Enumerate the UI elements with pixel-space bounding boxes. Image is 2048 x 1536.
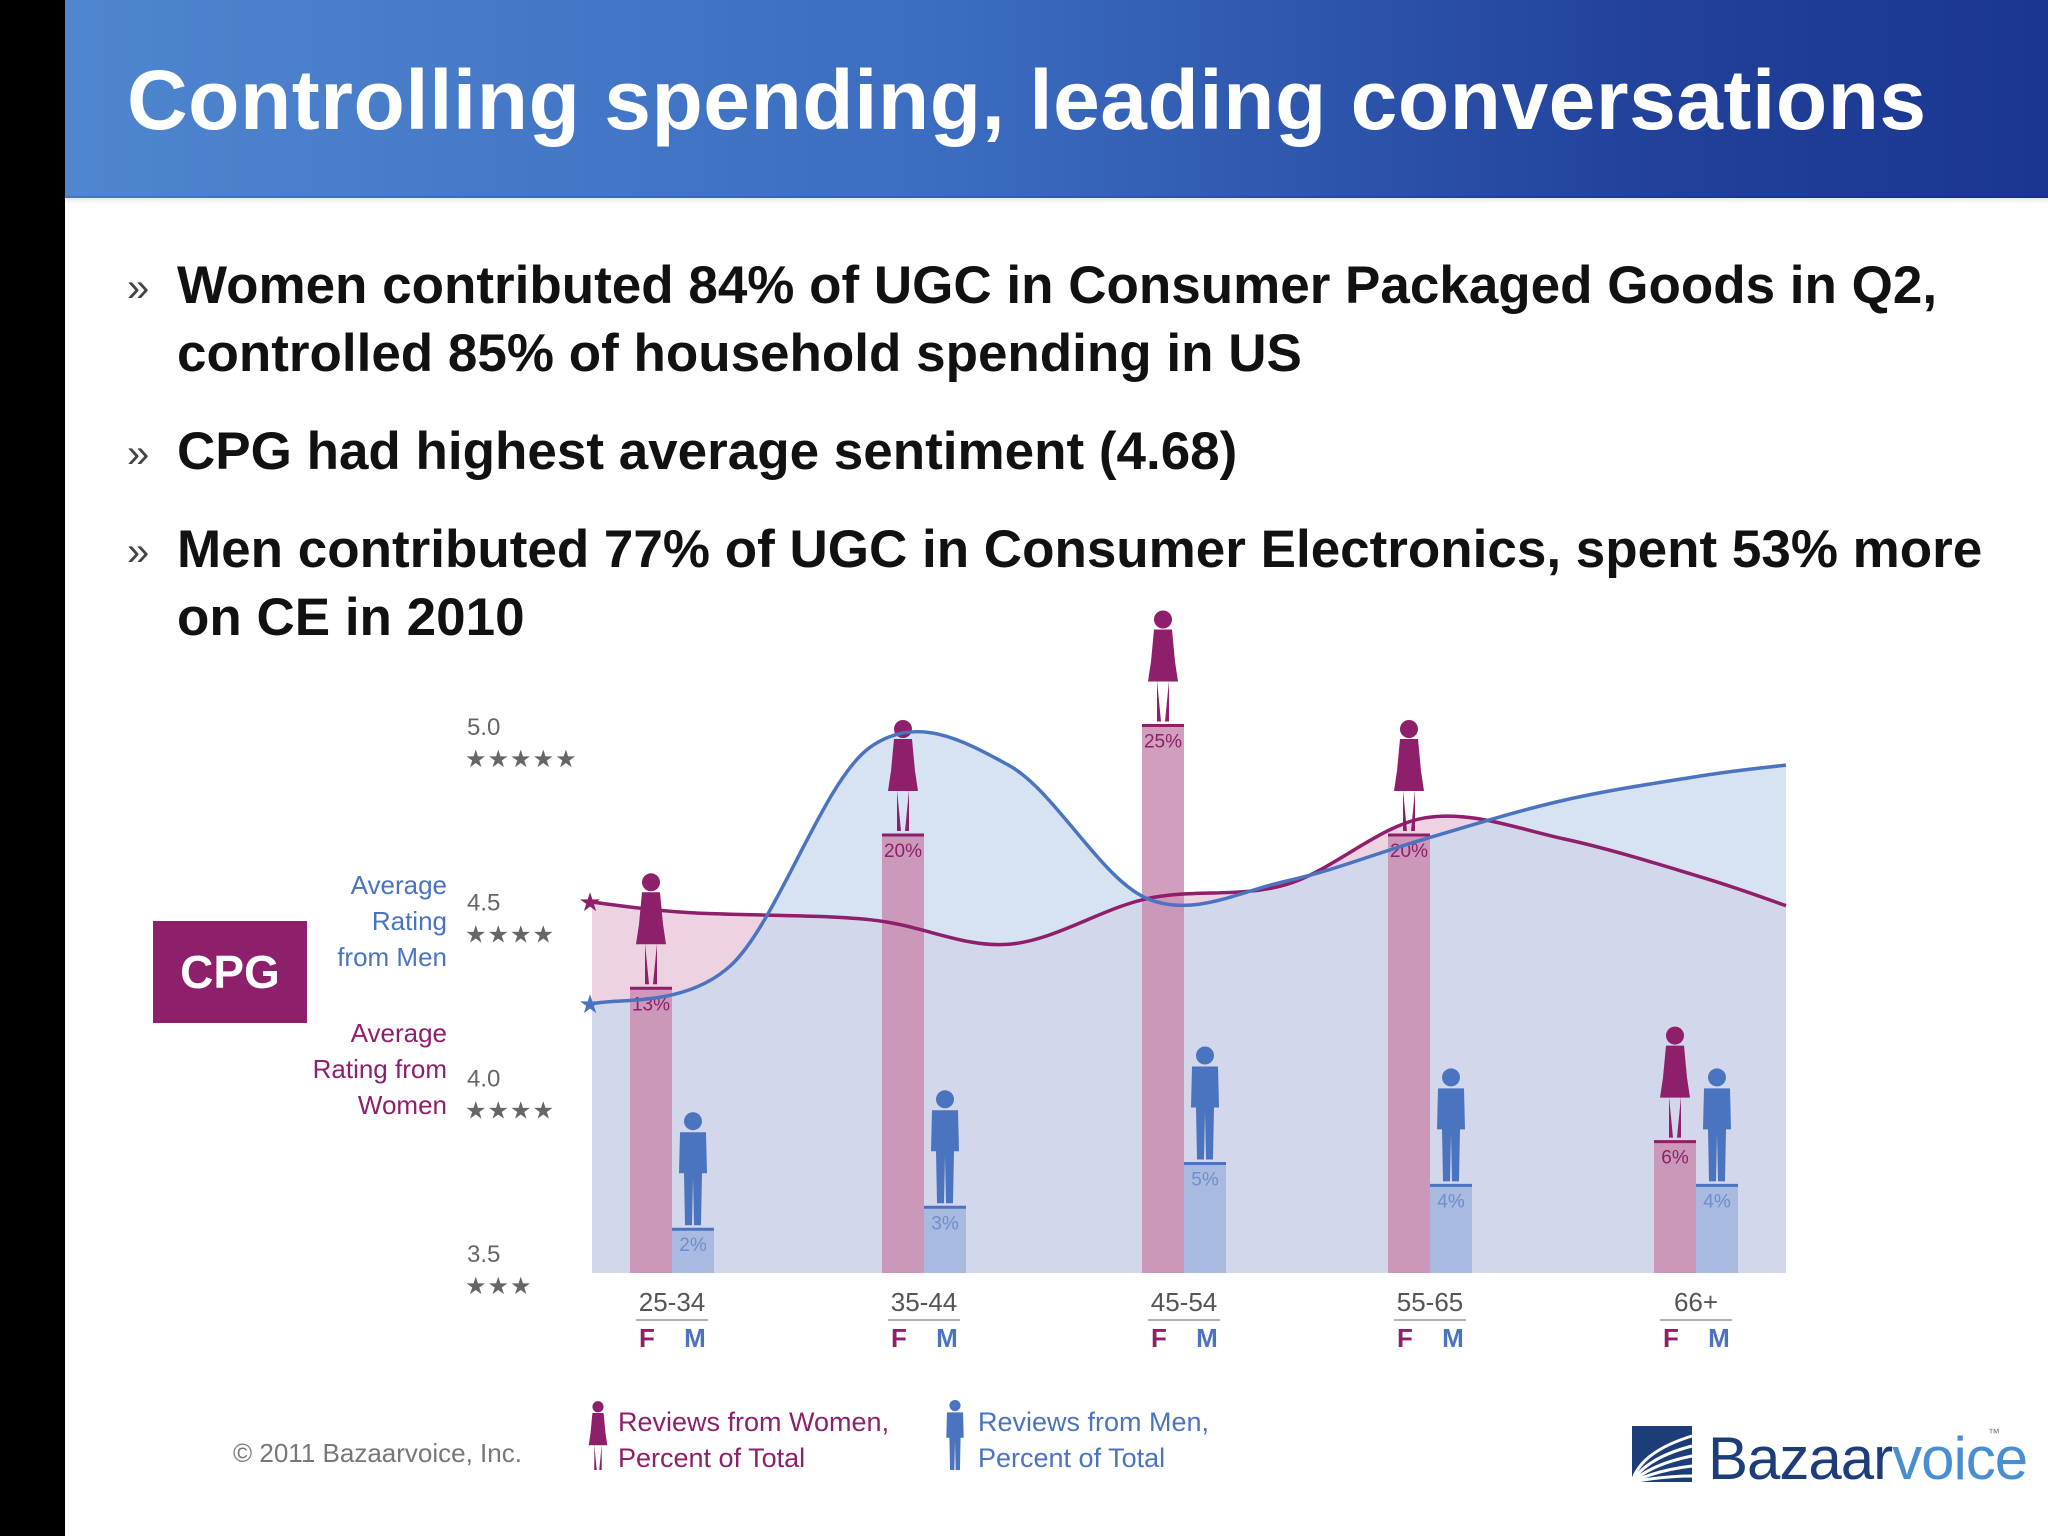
women-series-label: Rating from <box>313 1054 447 1084</box>
women-rating-line <box>591 814 1787 947</box>
y-tick-stars: ★★★★ <box>465 921 555 949</box>
female-axis-label: F <box>891 1323 907 1353</box>
women-review-bar <box>630 988 672 1273</box>
women-review-bar <box>1142 725 1184 1273</box>
legend-women-label: Percent of Total <box>618 1443 805 1473</box>
male-axis-label: M <box>684 1323 706 1353</box>
copyright: © 2011 Bazaarvoice, Inc. <box>233 1438 522 1468</box>
rating-area-chart: 13%20%25%20%6%2%3%5%4% 4%★★5.0★★★★★4.5★★★… <box>313 610 1787 1473</box>
logo-part2: voice <box>1892 1425 2028 1492</box>
men-series-label: from Men <box>337 942 447 972</box>
x-category-label: 35-44 <box>891 1287 958 1317</box>
slide-title: Controlling spending, leading conversati… <box>127 53 1927 147</box>
men-review-bar <box>1430 1185 1472 1273</box>
bullet-text: Men contributed 77% of UGC in Consumer E… <box>177 520 1983 647</box>
x-category-label: 66+ <box>1674 1287 1718 1317</box>
female-axis-label: F <box>639 1323 655 1353</box>
female-axis-label: F <box>1663 1323 1679 1353</box>
legend-man-icon <box>946 1399 964 1470</box>
men-review-bar <box>672 1229 714 1273</box>
y-tick-stars: ★★★★ <box>465 1096 555 1124</box>
legend-men-label: Reviews from Men, <box>978 1407 1209 1437</box>
women-series-label: Women <box>358 1090 447 1120</box>
women-series-label: Average <box>351 1018 447 1048</box>
men-review-bar <box>924 1207 966 1273</box>
male-axis-label: M <box>1196 1323 1218 1353</box>
woman-figure-icon <box>636 873 666 985</box>
women-bar-label: 6% <box>1661 1148 1689 1169</box>
men-series-label: Average <box>351 870 447 900</box>
male-axis-label: M <box>1442 1323 1464 1353</box>
women-review-bar <box>882 835 924 1273</box>
bullet-list: » Women contributed 84% of UGC in Consum… <box>127 252 2027 682</box>
title-bar: Controlling spending, leading conversati… <box>65 0 2048 204</box>
women-review-bar <box>1388 835 1430 1273</box>
bazaarvoice-logo-icon <box>1630 1426 1693 1484</box>
women-bar-label: 20% <box>884 841 922 862</box>
men-bar-label: 4% <box>1703 1191 1731 1212</box>
legend-men-label: Percent of Total <box>978 1443 1165 1473</box>
y-tick-stars: ★★★★★ <box>465 745 578 773</box>
bullet-mark: » <box>127 266 150 310</box>
man-figure-icon <box>1703 1068 1731 1182</box>
men-review-bar <box>1184 1163 1226 1273</box>
male-axis-label: M <box>936 1323 958 1353</box>
man-figure-icon <box>679 1112 707 1226</box>
men-line-start-star: ★ <box>578 990 601 1020</box>
woman-figure-icon <box>1148 610 1178 722</box>
logo-trademark: ™ <box>1988 1426 2000 1440</box>
male-axis-label: M <box>1708 1323 1730 1353</box>
x-category-label: 55-65 <box>1397 1287 1464 1317</box>
legend-women-label: Reviews from Women, <box>618 1407 889 1437</box>
men-series-label: Rating <box>372 906 447 936</box>
men-bar-label: 5% <box>1191 1170 1219 1191</box>
y-tick-label: 4.5 <box>467 890 500 917</box>
bullet-text: CPG had highest average sentiment (4.68) <box>177 422 1238 481</box>
y-tick-label: 5.0 <box>467 714 500 741</box>
female-axis-label: F <box>1151 1323 1167 1353</box>
bazaarvoice-logo: Bazaarvoice ™ <box>1630 1422 2028 1492</box>
women-line-start-star: ★ <box>578 888 601 918</box>
women-review-bar <box>1654 1141 1696 1273</box>
man-figure-icon <box>1437 1068 1465 1182</box>
legend-woman-icon <box>588 1401 608 1470</box>
y-tick-label: 4.0 <box>467 1065 500 1092</box>
bullet-mark: » <box>127 530 150 574</box>
bullet-item: » Women contributed 84% of UGC in Consum… <box>127 252 2027 388</box>
women-bar-label: 25% <box>1144 732 1182 753</box>
female-axis-label: F <box>1397 1323 1413 1353</box>
bullet-item: » CPG had highest average sentiment (4.6… <box>127 418 2027 486</box>
men-bar-label: 4% <box>1437 1191 1465 1212</box>
man-figure-icon <box>1191 1046 1219 1160</box>
y-tick-label: 3.5 <box>467 1241 500 1268</box>
y-tick-stars: ★★★ <box>465 1272 533 1300</box>
men-rating-line <box>591 730 1787 1006</box>
category-badge: CPG <box>153 921 307 1023</box>
man-figure-icon <box>931 1090 959 1204</box>
logo-wordmark: Bazaarvoice <box>1708 1424 2028 1493</box>
slide: Controlling spending, leading conversati… <box>65 0 2048 1536</box>
woman-figure-icon <box>1394 720 1424 831</box>
bullet-text: Women contributed 84% of UGC in Consumer… <box>177 256 1938 383</box>
men-review-bar <box>1696 1185 1738 1273</box>
logo-part1: Bazaar <box>1708 1425 1893 1492</box>
men-bar-label: 3% <box>931 1213 959 1234</box>
x-category-label: 45-54 <box>1151 1287 1218 1317</box>
bullet-mark: » <box>127 432 150 476</box>
woman-figure-icon <box>1660 1026 1690 1138</box>
x-category-label: 25-34 <box>639 1287 706 1317</box>
bullet-item: » Men contributed 77% of UGC in Consumer… <box>127 516 2027 652</box>
men-bar-label: 2% <box>679 1235 707 1256</box>
